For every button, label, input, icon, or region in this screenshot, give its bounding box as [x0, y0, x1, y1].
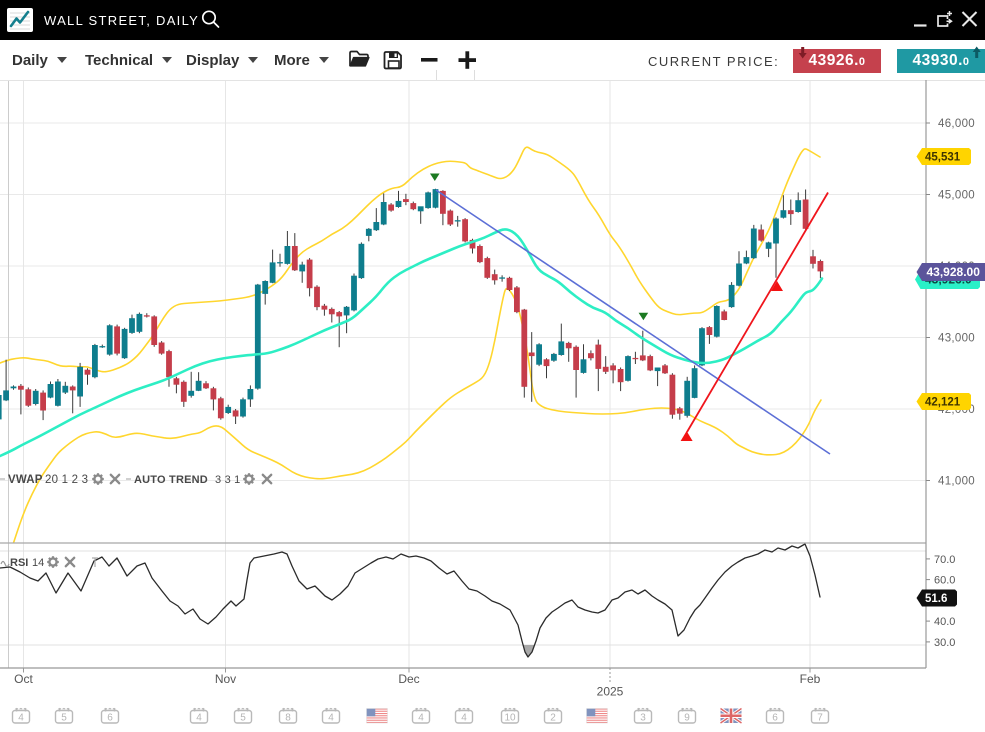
svg-text:4: 4	[196, 713, 202, 724]
svg-text:Feb: Feb	[800, 672, 821, 686]
svg-text:9: 9	[684, 713, 690, 724]
svg-text:Oct: Oct	[14, 672, 33, 686]
svg-text:20 1 2 3: 20 1 2 3	[45, 474, 88, 486]
svg-text:43,000: 43,000	[938, 333, 975, 345]
svg-text:70.0: 70.0	[934, 554, 955, 566]
svg-text:5: 5	[240, 713, 246, 724]
svg-text:42,121: 42,121	[925, 397, 961, 409]
svg-text:2: 2	[550, 713, 556, 724]
svg-text:VWAP: VWAP	[8, 474, 43, 486]
svg-text:6: 6	[772, 713, 778, 724]
svg-text:3: 3	[640, 713, 646, 724]
svg-text:40.0: 40.0	[934, 616, 955, 628]
svg-text:2025: 2025	[597, 685, 624, 699]
svg-text:46,000: 46,000	[938, 118, 975, 130]
svg-text:30.0: 30.0	[934, 637, 955, 649]
svg-text:5: 5	[61, 713, 67, 724]
svg-text:41,000: 41,000	[938, 476, 975, 488]
svg-text:14: 14	[32, 557, 44, 569]
svg-text:Dec: Dec	[398, 672, 419, 686]
svg-text:AUTO TREND: AUTO TREND	[134, 474, 208, 486]
svg-text:60.0: 60.0	[934, 575, 955, 587]
svg-text:4: 4	[18, 713, 24, 724]
svg-text:10: 10	[504, 713, 516, 724]
svg-text:3 3 1: 3 3 1	[215, 474, 240, 486]
svg-text:8: 8	[285, 713, 291, 724]
svg-text:4: 4	[418, 713, 424, 724]
svg-text:6: 6	[107, 713, 113, 724]
svg-text:4: 4	[461, 713, 467, 724]
svg-text:RSI: RSI	[10, 557, 28, 569]
svg-text:Nov: Nov	[215, 672, 236, 686]
svg-text:45,000: 45,000	[938, 190, 975, 202]
svg-text:7: 7	[817, 713, 823, 724]
svg-text:4: 4	[328, 713, 334, 724]
svg-text:45,531: 45,531	[925, 152, 961, 164]
svg-text:43,928.00: 43,928.00	[927, 265, 981, 279]
svg-text:51.6: 51.6	[925, 593, 947, 605]
